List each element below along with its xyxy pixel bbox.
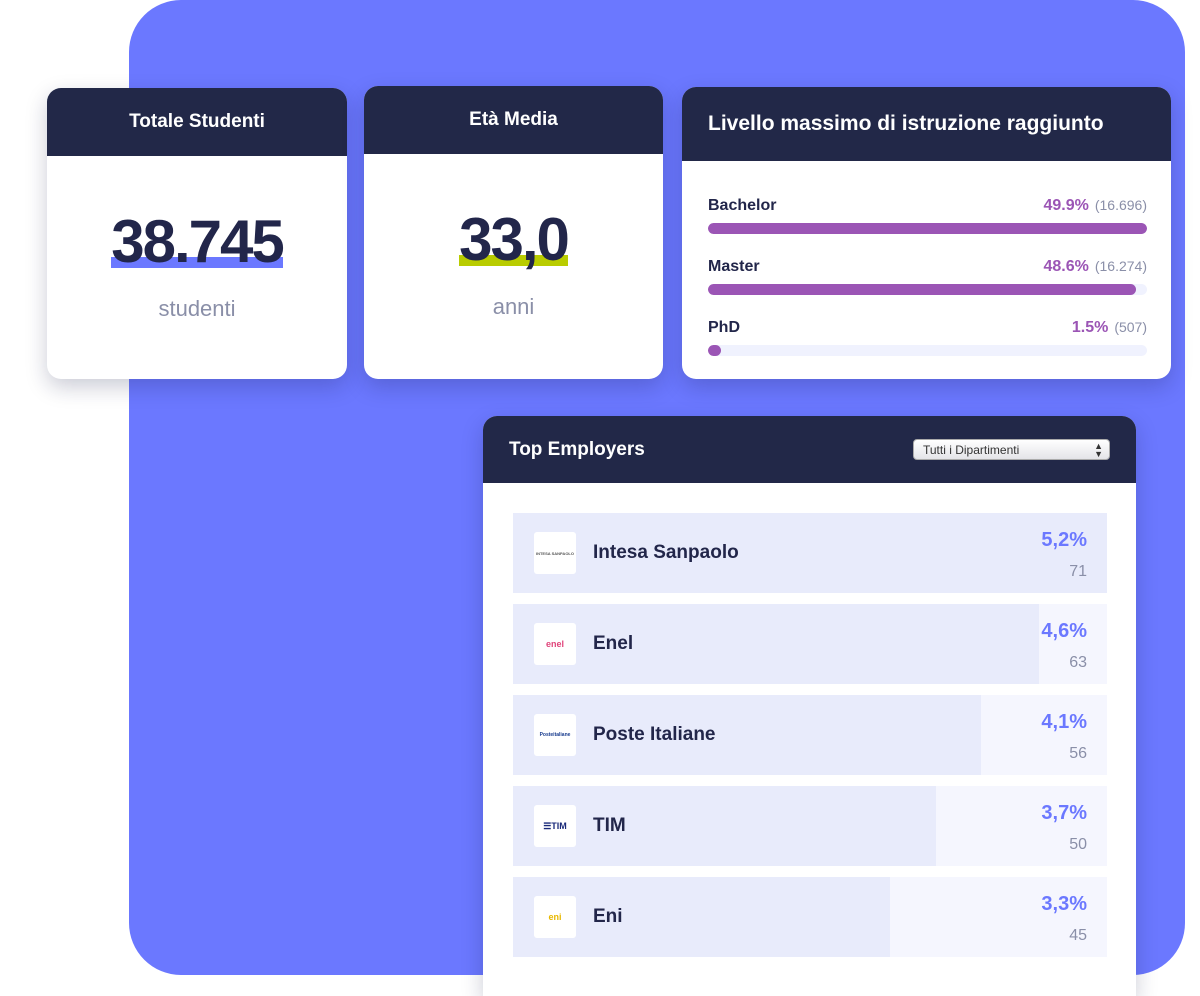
- employer-percent: 3,7%: [1041, 802, 1087, 824]
- employer-percent: 4,6%: [1041, 620, 1087, 642]
- card-title: Top Employers: [509, 438, 645, 460]
- employer-percent: 4,1%: [1041, 711, 1087, 733]
- total-students-card: Totale Studenti 38.745 studenti: [47, 88, 347, 379]
- employer-bar: [513, 695, 982, 775]
- employer-logo: INTESA SANPAOLO: [534, 532, 576, 574]
- employer-row[interactable]: ☰TIM TIM 3,7% 50: [513, 786, 1107, 866]
- progress-fill: [708, 345, 722, 356]
- select-value: Tutti i Dipartimenti: [923, 442, 1020, 457]
- card-title: Livello massimo di istruzione raggiunto: [682, 87, 1171, 161]
- employer-row[interactable]: eni Eni 3,3% 45: [513, 877, 1107, 957]
- progress-track: [708, 284, 1147, 295]
- education-row: PhD 1.5% (507): [708, 319, 1147, 356]
- employer-bar: [513, 604, 1039, 684]
- employer-percent: 5,2%: [1041, 529, 1087, 551]
- education-percent: 49.9%: [1043, 197, 1089, 214]
- employer-bar: [513, 786, 936, 866]
- employer-count: 71: [1069, 563, 1087, 580]
- employer-row[interactable]: enel Enel 4,6% 63: [513, 604, 1107, 684]
- education-label: PhD: [708, 319, 740, 336]
- department-select[interactable]: Tutti i Dipartimenti ▲ ▼: [913, 439, 1110, 460]
- education-count: (507): [1114, 319, 1147, 335]
- age-unit: anni: [492, 294, 535, 319]
- top-employers-card: Top Employers Tutti i Dipartimenti ▲ ▼ INT…: [483, 416, 1136, 996]
- employer-row[interactable]: Posteitaliane Poste Italiane 4,1% 56: [513, 695, 1107, 775]
- education-count: (16.274): [1094, 258, 1147, 274]
- employer-logo: Posteitaliane: [534, 714, 576, 756]
- employer-count: 45: [1069, 927, 1087, 944]
- employer-name: TIM: [593, 815, 626, 836]
- employer-bar: [513, 513, 1107, 593]
- education-card: Livello massimo di istruzione raggiunto …: [682, 87, 1171, 379]
- employer-row[interactable]: INTESA SANPAOLO Intesa Sanpaolo 5,2% 71: [513, 513, 1107, 593]
- employer-logo: ☰TIM: [534, 805, 576, 847]
- employer-count: 63: [1069, 654, 1087, 671]
- students-unit: studenti: [158, 296, 236, 321]
- employer-percent: 3,3%: [1041, 893, 1087, 915]
- progress-track: [708, 345, 1147, 356]
- employer-name: Enel: [593, 633, 634, 654]
- card-title: Età Media: [364, 86, 663, 154]
- progress-track: [708, 223, 1147, 234]
- employer-name: Poste Italiane: [593, 724, 716, 745]
- education-label: Bachelor: [708, 197, 777, 214]
- education-row: Bachelor 49.9% (16.696): [708, 197, 1147, 234]
- education-count: (16.696): [1094, 197, 1147, 213]
- education-percent: 1.5%: [1071, 319, 1109, 336]
- employer-logo: enel: [534, 623, 576, 665]
- education-row: Master 48.6% (16.274): [708, 258, 1147, 295]
- employer-name: Intesa Sanpaolo: [593, 542, 739, 563]
- employer-logo: eni: [534, 896, 576, 938]
- employer-count: 56: [1069, 745, 1087, 762]
- education-label: Master: [708, 258, 760, 275]
- card-title: Totale Studenti: [47, 88, 347, 156]
- employer-count: 50: [1069, 836, 1087, 853]
- progress-fill: [708, 223, 1147, 234]
- updown-arrows-icon: ▲ ▼: [1094, 440, 1103, 459]
- education-percent: 48.6%: [1043, 258, 1089, 275]
- employer-name: Eni: [593, 906, 623, 927]
- age-value: 33,0: [459, 206, 570, 273]
- students-value: 38.745: [111, 208, 285, 275]
- average-age-card: Età Media 33,0 anni: [364, 86, 663, 379]
- progress-fill: [708, 284, 1136, 295]
